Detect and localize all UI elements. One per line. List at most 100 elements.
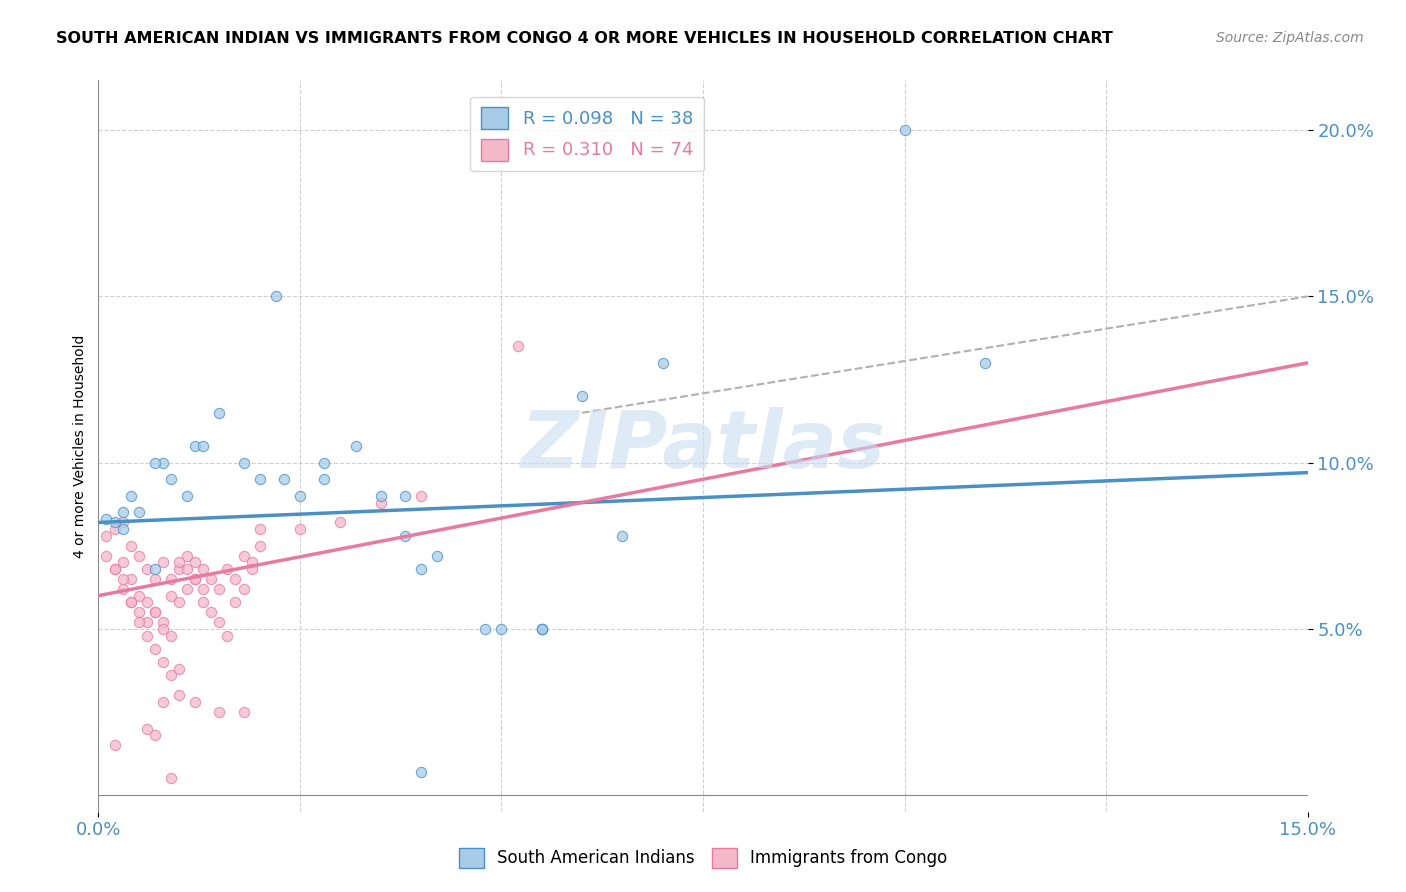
- Point: [491, 622, 513, 636]
- Point: [240, 555, 263, 569]
- Point: [160, 472, 183, 486]
- Point: [152, 555, 174, 569]
- Point: [120, 595, 142, 609]
- Point: [200, 605, 222, 619]
- Point: [232, 549, 254, 563]
- Point: [135, 615, 157, 630]
- Point: [208, 705, 231, 719]
- Point: [152, 655, 174, 669]
- Point: [120, 539, 142, 553]
- Point: [571, 389, 593, 403]
- Text: SOUTH AMERICAN INDIAN VS IMMIGRANTS FROM CONGO 4 OR MORE VEHICLES IN HOUSEHOLD C: SOUTH AMERICAN INDIAN VS IMMIGRANTS FROM…: [56, 31, 1114, 46]
- Point: [409, 562, 432, 576]
- Point: [135, 722, 157, 736]
- Point: [143, 562, 166, 576]
- Point: [651, 356, 673, 370]
- Point: [160, 572, 183, 586]
- Point: [167, 662, 190, 676]
- Point: [193, 582, 215, 596]
- Point: [530, 622, 553, 636]
- Point: [167, 595, 190, 609]
- Point: [143, 456, 166, 470]
- Point: [184, 439, 207, 453]
- Point: [160, 589, 183, 603]
- Point: [193, 595, 215, 609]
- Point: [152, 456, 174, 470]
- Point: [893, 123, 915, 137]
- Point: [530, 622, 553, 636]
- Point: [143, 641, 166, 656]
- Point: [249, 539, 271, 553]
- Point: [111, 516, 134, 530]
- Point: [224, 572, 246, 586]
- Point: [370, 489, 392, 503]
- Point: [135, 595, 157, 609]
- Point: [232, 582, 254, 596]
- Point: [409, 764, 432, 779]
- Point: [111, 555, 134, 569]
- Point: [314, 456, 336, 470]
- Point: [217, 628, 239, 642]
- Point: [184, 572, 207, 586]
- Point: [314, 472, 336, 486]
- Point: [184, 572, 207, 586]
- Point: [394, 529, 416, 543]
- Point: [120, 572, 142, 586]
- Point: [160, 668, 183, 682]
- Point: [217, 562, 239, 576]
- Point: [128, 589, 150, 603]
- Point: [409, 489, 432, 503]
- Point: [135, 562, 157, 576]
- Point: [344, 439, 367, 453]
- Point: [96, 549, 118, 563]
- Point: [167, 555, 190, 569]
- Point: [176, 549, 198, 563]
- Point: [152, 622, 174, 636]
- Point: [152, 695, 174, 709]
- Point: [103, 522, 125, 536]
- Point: [273, 472, 295, 486]
- Point: [111, 582, 134, 596]
- Y-axis label: 4 or more Vehicles in Household: 4 or more Vehicles in Household: [73, 334, 87, 558]
- Point: [208, 582, 231, 596]
- Point: [103, 516, 125, 530]
- Point: [974, 356, 997, 370]
- Point: [111, 572, 134, 586]
- Point: [143, 605, 166, 619]
- Point: [160, 628, 183, 642]
- Point: [96, 529, 118, 543]
- Point: [193, 439, 215, 453]
- Legend: South American Indians, Immigrants from Congo: South American Indians, Immigrants from …: [453, 841, 953, 875]
- Point: [120, 595, 142, 609]
- Point: [167, 562, 190, 576]
- Point: [193, 562, 215, 576]
- Point: [264, 289, 287, 303]
- Point: [176, 582, 198, 596]
- Point: [128, 506, 150, 520]
- Point: [103, 562, 125, 576]
- Point: [152, 615, 174, 630]
- Point: [208, 406, 231, 420]
- Point: [143, 728, 166, 742]
- Legend: R = 0.098   N = 38, R = 0.310   N = 74: R = 0.098 N = 38, R = 0.310 N = 74: [470, 96, 704, 171]
- Point: [184, 695, 207, 709]
- Point: [200, 572, 222, 586]
- Point: [135, 628, 157, 642]
- Point: [474, 622, 496, 636]
- Point: [249, 522, 271, 536]
- Point: [184, 555, 207, 569]
- Point: [240, 562, 263, 576]
- Point: [249, 472, 271, 486]
- Point: [394, 489, 416, 503]
- Point: [103, 738, 125, 752]
- Point: [329, 516, 352, 530]
- Text: ZIPatlas: ZIPatlas: [520, 407, 886, 485]
- Point: [143, 605, 166, 619]
- Point: [111, 506, 134, 520]
- Point: [288, 489, 311, 503]
- Point: [120, 489, 142, 503]
- Point: [506, 339, 529, 353]
- Point: [612, 529, 634, 543]
- Point: [176, 562, 198, 576]
- Point: [96, 512, 118, 526]
